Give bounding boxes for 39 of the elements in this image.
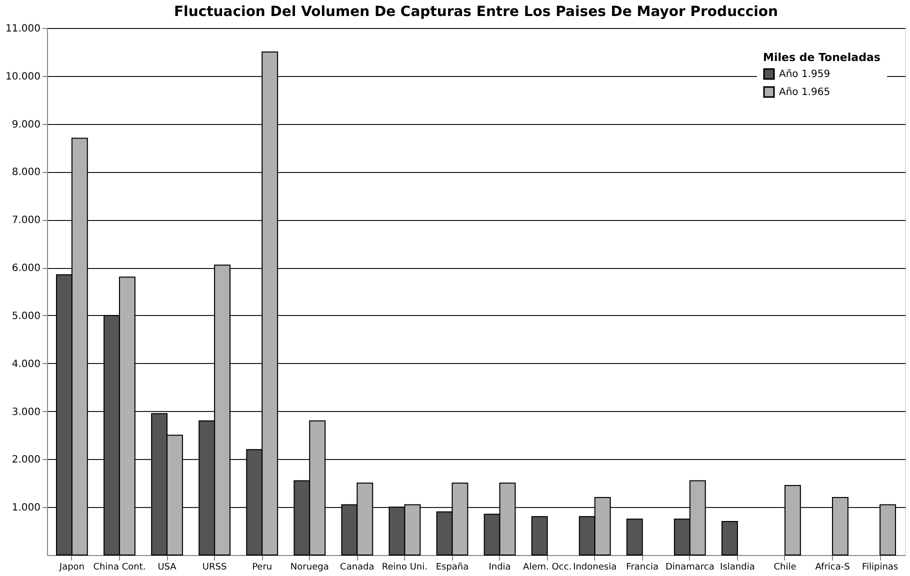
x-tick-label: Filipinas [862,562,898,572]
x-tick-label: URSS [202,562,227,572]
x-tick-label: Japon [58,562,85,572]
legend-label: Año 1.965 [779,87,830,98]
y-tick-label: 1.000 [12,502,40,514]
x-tick-label: Chile [774,562,797,572]
bar [832,497,848,556]
bar [880,504,896,556]
bar [531,516,548,556]
y-tick-label: 7.000 [12,215,40,226]
bar [721,520,738,556]
chart-title: Fluctuacion Del Volumen De Capturas Entre Los Paises De Mayor Produccion [174,4,778,20]
x-tick-label: Canada [340,562,374,572]
x-tick-label: USA [158,562,178,572]
y-tick-label: 6.000 [12,263,40,274]
y-tick-label: 10.000 [6,71,40,82]
y-tick-label: 9.000 [12,119,40,130]
x-tick-label: Reino Uni. [382,562,428,572]
x-tick-label: Indonesia [573,562,617,572]
x-tick-label: India [488,562,511,572]
x-tick-label: Islandia [720,562,755,572]
x-tick-label: Dinamarca [665,562,714,572]
x-tick-label: Francia [626,562,659,572]
x-tick-label: China Cont. [93,562,146,572]
legend-label: Año 1.959 [779,69,830,80]
y-tick-label: 2.000 [12,454,40,466]
y-tick-label: 5.000 [12,310,40,322]
x-tick-label: Alem. Occ. [523,562,572,572]
x-tick-label: España [436,562,469,572]
y-tick-label: 4.000 [12,358,40,370]
y-tick-label: 8.000 [12,167,40,178]
bar [784,485,801,556]
legend-title: Miles de Toneladas [763,51,881,64]
y-tick-label: 11.000 [6,24,40,34]
x-tick-label: Africa-S [815,562,850,572]
y-tick-label: 3.000 [12,406,40,418]
x-tick-label: Noruega [290,562,329,572]
x-tick-label: Peru [252,562,272,572]
bar [626,518,643,556]
